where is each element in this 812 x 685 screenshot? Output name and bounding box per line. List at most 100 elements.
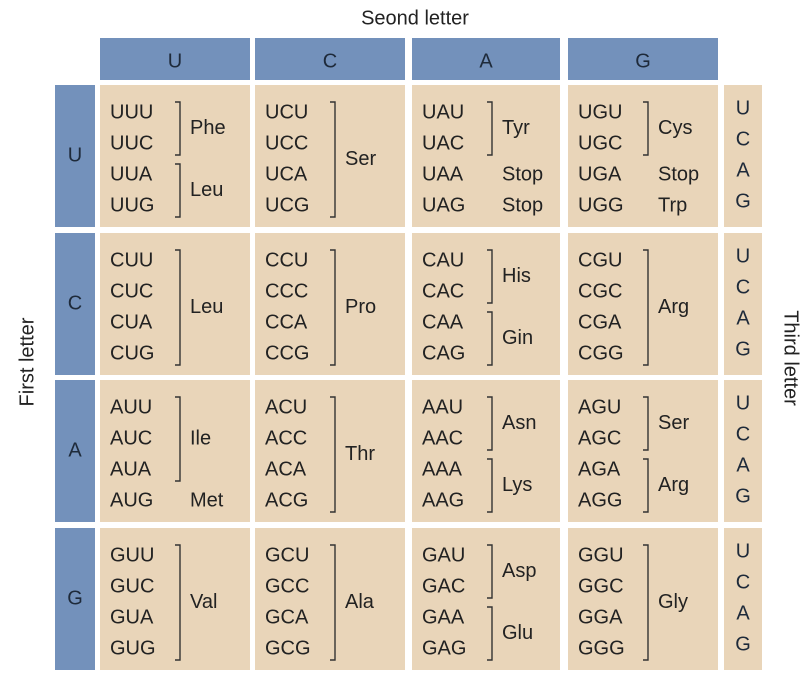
row-header-box <box>55 233 95 375</box>
bracket <box>487 544 493 599</box>
third-letter: G <box>735 633 751 655</box>
third-letter: U <box>736 245 750 267</box>
codon: UGA <box>578 163 622 185</box>
codon: CAA <box>422 311 464 333</box>
codon: AGU <box>578 396 621 418</box>
codon: ACU <box>265 396 307 418</box>
column-header-box <box>412 38 560 80</box>
amino-acid: Gin <box>502 327 533 349</box>
amino-acid: Cys <box>658 117 692 139</box>
amino-acid: Trp <box>658 194 687 216</box>
codon: UGC <box>578 132 622 154</box>
third-letter: C <box>736 423 750 445</box>
amino-acid: Asp <box>502 560 536 582</box>
bracket <box>487 606 493 661</box>
amino-acid: Val <box>190 591 217 613</box>
codon-cell <box>568 233 718 375</box>
bracket <box>175 163 181 218</box>
codon-cell <box>100 233 250 375</box>
third-letter-box <box>724 233 762 375</box>
codon: UCA <box>265 163 308 185</box>
codon-cell <box>100 528 250 670</box>
codon: AAA <box>422 458 463 480</box>
codon: UUA <box>110 163 153 185</box>
third-letter: U <box>736 540 750 562</box>
third-letter-label: Third letter <box>780 310 802 406</box>
codon-cell <box>568 528 718 670</box>
column-header: C <box>323 50 337 72</box>
codon: GUA <box>110 606 154 628</box>
bracket <box>487 249 493 304</box>
codon: GUG <box>110 637 156 659</box>
third-letter: G <box>735 485 751 507</box>
third-letter: U <box>736 392 750 414</box>
codon: CGU <box>578 249 622 271</box>
codon: AUA <box>110 458 152 480</box>
codon: UUU <box>110 101 153 123</box>
codon-cell <box>100 85 250 227</box>
codon: GCU <box>265 544 309 566</box>
bracket <box>487 458 493 513</box>
amino-acid: Stop <box>502 194 543 216</box>
codon: AAU <box>422 396 463 418</box>
codon-cell <box>255 380 405 522</box>
amino-acid: Stop <box>502 163 543 185</box>
bracket <box>643 249 649 366</box>
column-header: A <box>479 50 493 72</box>
codon-cell <box>568 380 718 522</box>
third-letter: C <box>736 571 750 593</box>
third-letter-box <box>724 528 762 670</box>
third-letter-box <box>724 85 762 227</box>
third-letter: C <box>736 128 750 150</box>
third-letter-box <box>724 380 762 522</box>
codon: UGU <box>578 101 622 123</box>
amino-acid: Ser <box>658 412 689 434</box>
codon-cell <box>412 85 560 227</box>
codon: AUU <box>110 396 152 418</box>
bracket <box>643 458 649 513</box>
codon: CAG <box>422 342 465 364</box>
amino-acid: Phe <box>190 117 226 139</box>
bracket <box>330 544 336 661</box>
codon: CUU <box>110 249 153 271</box>
column-header-box <box>255 38 405 80</box>
bracket <box>487 101 493 156</box>
codon: ACG <box>265 489 308 511</box>
codon: UUC <box>110 132 153 154</box>
amino-acid: Lys <box>502 474 532 496</box>
codon-cell <box>412 528 560 670</box>
amino-acid: Tyr <box>502 117 530 139</box>
codon: CCG <box>265 342 309 364</box>
third-letter: U <box>736 97 750 119</box>
bracket <box>175 101 181 156</box>
codon: AAC <box>422 427 463 449</box>
first-letter-label: First letter <box>16 317 38 406</box>
codon: UAC <box>422 132 464 154</box>
codon: GAU <box>422 544 465 566</box>
bracket <box>330 396 336 513</box>
bracket <box>487 396 493 451</box>
codon: GCG <box>265 637 311 659</box>
codon: CGA <box>578 311 622 333</box>
row-header-box <box>55 85 95 227</box>
codon: UCC <box>265 132 308 154</box>
third-letter: A <box>736 307 750 329</box>
column-header-box <box>100 38 250 80</box>
codon: GAC <box>422 575 465 597</box>
codon: GCA <box>265 606 309 628</box>
amino-acid: Ile <box>190 427 211 449</box>
codon: GAA <box>422 606 465 628</box>
codon: AGA <box>578 458 621 480</box>
codon: GGC <box>578 575 624 597</box>
bracket <box>330 101 336 218</box>
codon: GGA <box>578 606 623 628</box>
amino-acid: Leu <box>190 179 223 201</box>
codon: AAG <box>422 489 464 511</box>
amino-acid: Leu <box>190 296 223 318</box>
amino-acid: Met <box>190 489 224 511</box>
amino-acid: Glu <box>502 622 533 644</box>
bracket <box>643 396 649 451</box>
row-header-box <box>55 528 95 670</box>
